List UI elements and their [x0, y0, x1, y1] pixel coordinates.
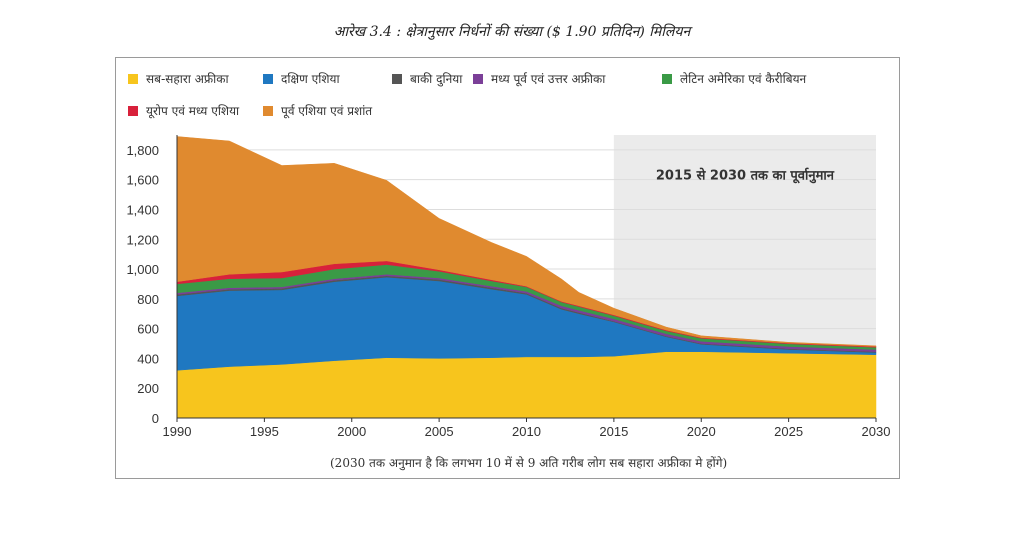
legend-label: यूरोप एवं मध्य एशिया	[146, 104, 240, 118]
y-tick-label: 1,600	[126, 173, 159, 188]
figure-title: आरेख 3.4 : क्षेत्रानुसार निर्धनों की संख…	[333, 24, 691, 40]
y-tick-label: 200	[137, 381, 159, 396]
legend-item: मध्य पूर्व एवं उत्तर अफ्रीका	[473, 70, 605, 87]
series-area	[176, 136, 877, 347]
x-tick-label: 2030	[862, 424, 891, 439]
legend-label: लेटिन अमेरिका एवं कैरीबियन	[680, 72, 807, 86]
legend-label: सब-सहारा अफ्रीका	[146, 72, 229, 86]
y-tick-label: 0	[152, 411, 159, 426]
x-tick-label: 2015	[599, 424, 628, 439]
chart-footnote: (2030 तक अनुमान है कि लगभग 10 में से 9 अ…	[330, 456, 728, 470]
x-tick-label: 1995	[250, 424, 279, 439]
legend-swatch	[392, 73, 402, 84]
legend-item: सब-सहारा अफ्रीका	[128, 70, 229, 87]
legend-label: दक्षिण एशिया	[281, 72, 340, 86]
legend-swatch	[128, 105, 138, 116]
legend-swatch	[128, 73, 138, 84]
x-tick-label: 2025	[774, 424, 803, 439]
legend-item: पूर्व एशिया एवं प्रशांत	[263, 102, 372, 119]
legend-swatch	[473, 73, 483, 84]
x-tick-label: 2005	[425, 424, 454, 439]
legend-label: बाकी दुनिया	[410, 72, 463, 86]
y-tick-label: 600	[137, 322, 159, 337]
legend-item: बाकी दुनिया	[392, 70, 462, 87]
legend-swatch	[263, 73, 273, 84]
legend-item: यूरोप एवं मध्य एशिया	[128, 102, 239, 119]
x-tick-label: 1990	[163, 424, 192, 439]
legend-swatch	[662, 73, 672, 84]
y-tick-label: 1,400	[126, 202, 159, 217]
forecast-annotation: 2015 से 2030 तक का पूर्वानुमान	[656, 168, 835, 184]
y-tick-label: 1,800	[126, 143, 159, 158]
x-tick-label: 2000	[337, 424, 366, 439]
legend-label: पूर्व एशिया एवं प्रशांत	[281, 104, 373, 118]
legend-swatch	[263, 105, 273, 116]
y-tick-label: 1,200	[126, 232, 159, 247]
y-tick-label: 1,000	[126, 262, 159, 277]
chart-frame	[115, 57, 900, 479]
x-tick-label: 2020	[687, 424, 716, 439]
legend-label: मध्य पूर्व एवं उत्तर अफ्रीका	[491, 72, 606, 86]
x-tick-label: 2010	[512, 424, 541, 439]
y-tick-label: 800	[137, 292, 159, 307]
legend-item: दक्षिण एशिया	[263, 70, 340, 87]
y-tick-label: 400	[137, 351, 159, 366]
legend-item: लेटिन अमेरिका एवं कैरीबियन	[662, 70, 806, 87]
